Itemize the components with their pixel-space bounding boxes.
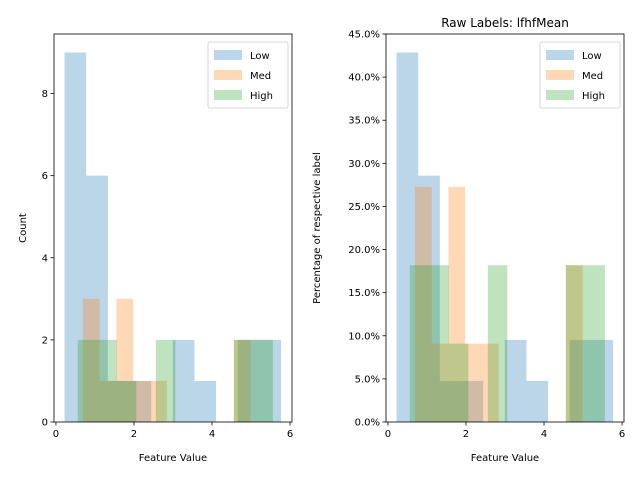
percentage-histogram-bar-high-8 xyxy=(565,265,586,422)
count-histogram-bar-med-0 xyxy=(82,298,100,422)
percentage-histogram-xtick-label-2: 4 xyxy=(541,429,547,440)
percentage-histogram-bar-high-1 xyxy=(429,265,449,422)
count-histogram-panel: 0 2 4 6 0 2 4 6 8 Feature Value Count Low Med High xyxy=(18,33,294,464)
percentage-histogram-xtick-label-0: 0 xyxy=(385,429,391,440)
count-histogram-legend: Low Med High xyxy=(207,41,289,109)
count-histogram-bar-high-2 xyxy=(116,380,137,422)
count-histogram-ytick-label-4: 8 xyxy=(42,89,48,100)
count-histogram-xtick-label-2: 4 xyxy=(209,429,215,440)
percentage-histogram-ytick-label-5: 25.0% xyxy=(348,202,380,213)
percentage-histogram-xtick-label-1: 2 xyxy=(463,429,469,440)
count-histogram-xtick-label-3: 6 xyxy=(287,429,293,440)
count-histogram-legend-swatch-med xyxy=(214,70,242,80)
percentage-histogram-legend-swatch-med xyxy=(546,70,574,80)
count-histogram-bar-low-2 xyxy=(107,380,130,422)
count-histogram-bar-low-9 xyxy=(259,339,282,422)
percentage-histogram-frame xyxy=(385,33,625,423)
count-histogram-bar-med-4 xyxy=(149,380,167,422)
count-histogram-legend-swatch-high xyxy=(214,90,242,100)
percentage-histogram-ytick-label-3: 15.0% xyxy=(348,288,380,299)
count-histogram-xtick-label-1: 2 xyxy=(131,429,137,440)
count-histogram-legend-box xyxy=(207,41,289,109)
count-histogram-bar-low-1 xyxy=(86,175,108,422)
count-histogram-ytick-label-2: 4 xyxy=(42,253,48,264)
count-histogram-bars xyxy=(64,52,282,422)
count-histogram-ylabel: Count xyxy=(18,213,29,243)
percentage-histogram-ytick-label-6: 30.0% xyxy=(348,159,380,170)
percentage-histogram-bar-low-0 xyxy=(396,52,419,422)
count-histogram-bar-low-3 xyxy=(129,380,152,422)
percentage-histogram-ytick-label-0: 0.0% xyxy=(355,418,380,429)
percentage-histogram-bar-low-5 xyxy=(504,339,527,422)
percentage-histogram-legend-label-low: Low xyxy=(582,51,602,62)
percentage-histogram-bar-high-4 xyxy=(487,265,508,422)
percentage-histogram-bar-med-1 xyxy=(431,343,449,422)
percentage-histogram-ytick-label-4: 20.0% xyxy=(348,245,380,256)
count-histogram-bar-med-2 xyxy=(116,298,134,422)
count-histogram-bar-low-5 xyxy=(172,339,195,422)
percentage-histogram-bar-med-3 xyxy=(465,343,482,422)
percentage-histogram-ytick-label-2: 10.0% xyxy=(348,331,380,342)
count-histogram-bar-high-9 xyxy=(253,339,273,422)
percentage-histogram-ylabel: Percentage of respective label xyxy=(312,152,323,304)
percentage-histogram-bar-med-4 xyxy=(481,343,499,422)
percentage-histogram-xlabel: Feature Value xyxy=(471,453,539,464)
percentage-histogram-bar-high-0 xyxy=(409,265,430,422)
percentage-histogram-bar-high-9 xyxy=(585,265,605,422)
count-histogram-legend-label-med: Med xyxy=(250,71,271,82)
count-histogram-xlabel: Feature Value xyxy=(139,453,207,464)
count-histogram-bar-low-6 xyxy=(194,380,217,422)
count-histogram-bar-high-8 xyxy=(233,339,254,422)
percentage-histogram-panel: 0 2 4 6 0.0% 5.0% 10.0% 15.0% 20.0% 25.0% 30.0% 35.… xyxy=(312,16,625,464)
percentage-histogram-bars xyxy=(396,52,614,422)
count-histogram-bar-low-0 xyxy=(64,52,87,422)
percentage-histogram-legend-label-high: High xyxy=(582,91,605,102)
percentage-histogram-ytick-label-7: 35.0% xyxy=(348,116,380,127)
count-histogram-legend-swatch-low xyxy=(214,50,242,60)
percentage-histogram-legend-swatch-high xyxy=(546,90,574,100)
percentage-histogram-title: Raw Labels: lfhfMean xyxy=(441,16,569,30)
percentage-histogram-legend-label-med: Med xyxy=(582,71,603,82)
count-histogram-legend-label-low: Low xyxy=(250,51,270,62)
count-histogram-bar-high-0 xyxy=(77,339,98,422)
percentage-histogram-legend-swatch-low xyxy=(546,50,574,60)
percentage-histogram-bar-low-6 xyxy=(526,380,549,422)
percentage-histogram-bar-low-8 xyxy=(569,339,592,422)
percentage-histogram-ytick-label-1: 5.0% xyxy=(355,374,380,385)
count-histogram-bar-med-3 xyxy=(133,380,150,422)
percentage-histogram-xtick-label-3: 6 xyxy=(619,429,625,440)
percentage-histogram-legend: Low Med High xyxy=(539,41,621,109)
count-histogram-xtick-label-0: 0 xyxy=(53,429,59,440)
count-histogram-bar-high-4 xyxy=(155,339,176,422)
count-histogram-ytick-label-0: 0 xyxy=(42,418,48,429)
percentage-histogram-legend-box xyxy=(539,41,621,109)
count-histogram-ytick-label-3: 6 xyxy=(42,171,48,182)
percentage-histogram-bar-low-1 xyxy=(418,175,440,422)
count-histogram-bar-high-1 xyxy=(97,339,117,422)
percentage-histogram-bar-low-2 xyxy=(439,380,462,422)
percentage-histogram-ytick-label-8: 40.0% xyxy=(348,73,380,84)
percentage-histogram-bar-low-3 xyxy=(461,380,484,422)
count-histogram-bar-med-1 xyxy=(99,380,117,422)
count-histogram-frame xyxy=(53,33,293,423)
percentage-histogram-bar-med-2 xyxy=(448,186,466,422)
count-histogram-ytick-label-1: 2 xyxy=(42,335,48,346)
percentage-histogram-bar-high-2 xyxy=(448,343,469,422)
count-histogram-legend-label-high: High xyxy=(250,91,273,102)
percentage-histogram-ytick-label-9: 45.0% xyxy=(348,30,380,41)
percentage-histogram-bar-med-9 xyxy=(565,265,583,422)
percentage-histogram-bar-low-9 xyxy=(591,339,614,422)
count-histogram-bar-low-8 xyxy=(237,339,260,422)
percentage-histogram-bar-med-0 xyxy=(414,186,432,422)
percentage-histogram-ticks: 0 2 4 6 0.0% 5.0% 10.0% 15.0% 20.0% 25.0% 30.0% 35.… xyxy=(348,30,625,441)
count-histogram-bar-med-9 xyxy=(233,339,251,422)
count-histogram-ticks: 0 2 4 6 0 2 4 6 8 xyxy=(42,89,294,440)
